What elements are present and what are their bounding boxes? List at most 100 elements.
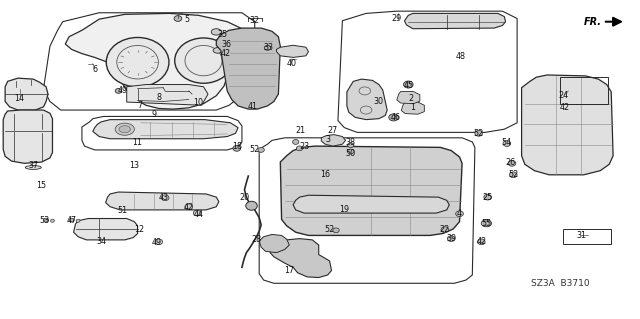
Text: 38: 38 [346,138,356,147]
Polygon shape [259,234,289,253]
Polygon shape [127,85,208,105]
Polygon shape [5,78,48,110]
Text: 41: 41 [248,102,258,111]
Text: 15: 15 [36,181,47,189]
Text: 37: 37 [28,161,38,170]
Ellipse shape [185,204,193,210]
Text: 42: 42 [184,204,194,212]
Ellipse shape [484,194,492,200]
Text: 35: 35 [218,30,228,39]
Text: SZ3A  B3710: SZ3A B3710 [531,279,590,288]
Text: 49: 49 [152,238,162,247]
Ellipse shape [328,140,335,145]
Text: 9: 9 [151,110,156,119]
Text: 21: 21 [296,126,306,135]
Text: 39: 39 [446,234,456,243]
Text: 29: 29 [392,14,402,23]
Text: 30: 30 [374,97,384,106]
Polygon shape [404,13,506,29]
Text: 4: 4 [457,209,462,218]
Ellipse shape [44,218,49,222]
Text: 24: 24 [558,91,568,100]
Ellipse shape [503,141,511,146]
Polygon shape [397,92,420,104]
Ellipse shape [475,130,483,136]
Ellipse shape [348,143,354,148]
Text: 51: 51 [118,206,128,215]
Text: 10: 10 [193,98,204,107]
Text: 47: 47 [67,216,77,225]
Polygon shape [74,219,138,240]
Text: 31: 31 [576,231,586,240]
Text: 3: 3 [325,135,330,144]
Text: 40: 40 [286,59,296,68]
Ellipse shape [119,126,131,133]
Polygon shape [3,110,52,163]
Ellipse shape [483,220,490,226]
Ellipse shape [175,38,232,83]
Polygon shape [65,13,250,109]
Polygon shape [347,79,387,120]
Ellipse shape [193,210,201,216]
Polygon shape [522,75,613,175]
Text: 13: 13 [129,161,140,170]
Ellipse shape [292,140,299,145]
Text: 26: 26 [506,158,516,167]
Ellipse shape [76,219,80,222]
Ellipse shape [348,149,354,154]
Text: 46: 46 [390,113,401,122]
Text: 43: 43 [158,193,168,202]
Text: 19: 19 [339,205,349,214]
Text: 20: 20 [239,193,250,202]
Text: 52: 52 [508,170,518,179]
Text: 50: 50 [346,149,356,158]
Ellipse shape [441,227,449,233]
Text: 25: 25 [483,193,493,202]
Text: 33: 33 [264,43,274,52]
Ellipse shape [69,218,74,222]
Ellipse shape [447,236,455,241]
Polygon shape [270,239,332,278]
Ellipse shape [246,201,257,210]
Polygon shape [401,102,424,114]
Ellipse shape [106,37,169,87]
Ellipse shape [264,46,271,50]
Ellipse shape [404,81,413,88]
Text: 52: 52 [250,145,260,154]
Polygon shape [293,195,449,213]
Text: 52: 52 [474,129,484,138]
Ellipse shape [508,160,516,166]
Text: FR.: FR. [584,17,602,27]
Ellipse shape [51,219,54,222]
Polygon shape [216,28,280,109]
Text: 7: 7 [137,101,142,110]
Text: 45: 45 [403,81,413,90]
Polygon shape [106,192,219,210]
Text: 32: 32 [250,16,260,25]
Ellipse shape [213,48,222,53]
Text: 55: 55 [481,219,492,228]
Text: 27: 27 [328,126,338,135]
Text: 54: 54 [502,138,512,147]
Ellipse shape [115,123,134,135]
Text: 34: 34 [96,237,106,246]
Ellipse shape [481,220,492,227]
Text: 14: 14 [14,94,24,103]
Ellipse shape [258,147,264,152]
Ellipse shape [233,145,241,151]
Text: 18: 18 [232,142,242,151]
Bar [563,229,611,244]
Text: 17: 17 [284,266,294,275]
Text: 1: 1 [410,103,415,112]
Text: 11: 11 [132,138,143,147]
Ellipse shape [477,239,485,245]
Text: 22: 22 [440,225,450,234]
Ellipse shape [456,211,463,217]
Text: 2: 2 [408,94,413,103]
Text: 16: 16 [320,170,330,179]
Polygon shape [276,45,308,57]
Text: 23: 23 [300,142,310,151]
Text: 42: 42 [559,103,570,112]
Polygon shape [280,146,462,235]
Polygon shape [321,135,346,146]
